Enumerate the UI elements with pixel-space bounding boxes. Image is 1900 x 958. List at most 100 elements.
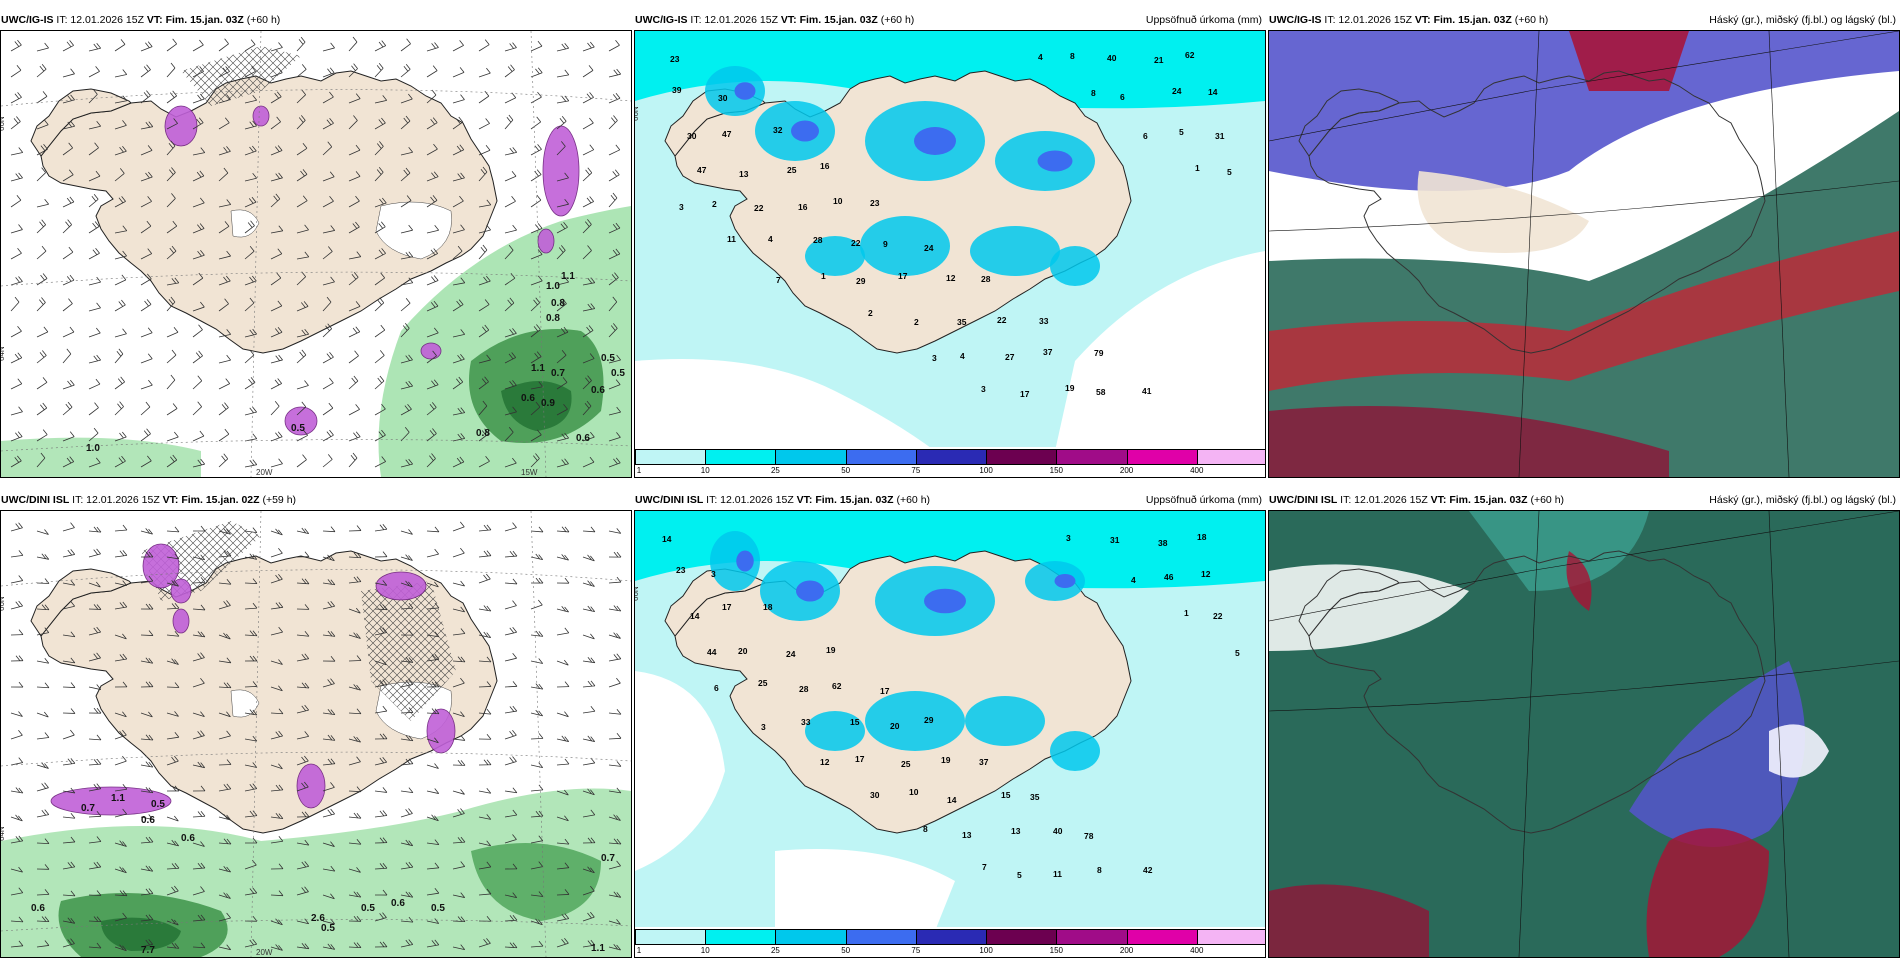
contour-label: 0.8: [546, 313, 560, 324]
colorbar-tick: 25: [771, 466, 780, 475]
contour-label: 0.7: [81, 803, 95, 814]
precip-value: 24: [924, 243, 934, 253]
precip-value: 29: [856, 276, 866, 286]
precip-value: 5: [1227, 167, 1232, 177]
precip-value: 40: [1107, 53, 1117, 63]
colorbar-tick: 100: [979, 946, 992, 955]
svg-text:64N: 64N: [1, 826, 6, 841]
precip-value: 1: [1184, 608, 1189, 618]
colorbar-tick: 75: [911, 466, 920, 475]
precip-value: 35: [957, 317, 967, 327]
precip-value: 23: [670, 54, 680, 64]
svg-text:20W: 20W: [256, 948, 273, 957]
panel-ig-clouds: UWC/IG-IS IT: 12.01.2026 15Z VT: Fim. 15…: [1268, 10, 1900, 478]
precip-value: 17: [880, 686, 890, 696]
init-time: IT: 12.01.2026 15Z: [1340, 494, 1428, 506]
precip-value: 15: [1001, 790, 1011, 800]
precip-value: 22: [1213, 611, 1223, 621]
precip-value: 20: [738, 646, 748, 656]
colorbar-tick: 50: [841, 946, 850, 955]
contour-label: 0.9: [541, 398, 555, 409]
precip-value: 18: [1197, 532, 1207, 542]
precip-value: 28: [981, 274, 991, 284]
contour-label: 0.8: [476, 428, 490, 439]
init-time: IT: 12.01.2026 15Z: [706, 494, 794, 506]
panel-ig-wind-precip: UWC/IG-IS IT: 12.01.2026 15Z VT: Fim. 15…: [0, 10, 632, 478]
contour-label: 7.7: [141, 945, 155, 956]
precip-value: 32: [773, 125, 783, 135]
precip-value: 22: [997, 315, 1007, 325]
precip-value: 14: [662, 534, 672, 544]
lead-time: (+60 h): [247, 14, 281, 26]
svg-text:15W: 15W: [521, 468, 538, 477]
precip-value: 31: [1215, 131, 1225, 141]
model-name: UWC/IG-IS: [1269, 14, 1322, 26]
precip-value: 6: [714, 683, 719, 693]
init-time: IT: 12.01.2026 15Z: [690, 14, 778, 26]
precip-value: 13: [962, 830, 972, 840]
colorbar-frame: [635, 449, 1266, 465]
precip-value: 28: [813, 235, 823, 245]
precip-value: 42: [1143, 865, 1153, 875]
model-name: UWC/DINI ISL: [1269, 494, 1337, 506]
precip-value: 35: [1030, 792, 1040, 802]
precip-value: 78: [1084, 831, 1094, 841]
contour-label: 0.5: [601, 353, 615, 364]
svg-text:66N: 66N: [635, 106, 640, 121]
precip-value: 13: [1011, 826, 1021, 836]
colorbar-tick: 400: [1190, 466, 1203, 475]
precip-value: 22: [754, 203, 764, 213]
precip-value: 8: [1070, 51, 1075, 61]
svg-text:20W: 20W: [256, 468, 273, 477]
colorbar-tick: 150: [1050, 466, 1063, 475]
panel-ig-accum-precip: UWC/IG-IS IT: 12.01.2026 15Z VT: Fim. 15…: [634, 10, 1266, 478]
precip-value: 14: [690, 611, 700, 621]
precip-value: 12: [820, 757, 830, 767]
contour-label: 0.6: [141, 815, 155, 826]
colorbar-tick: 200: [1120, 466, 1133, 475]
lead-time: (+60 h): [896, 494, 930, 506]
precip-value: 37: [979, 757, 989, 767]
svg-text:66N: 66N: [1, 596, 6, 611]
model-name: UWC/DINI ISL: [1, 494, 69, 506]
precip-value: 8: [923, 824, 928, 834]
precip-value: 29: [924, 715, 934, 725]
colorbar-tick: 75: [911, 946, 920, 955]
precip-value: 8: [1097, 865, 1102, 875]
model-name: UWC/DINI ISL: [635, 494, 703, 506]
precip-value: 2: [868, 308, 873, 318]
panel-header: UWC/DINI ISL IT: 12.01.2026 15Z VT: Fim.…: [0, 490, 632, 510]
contour-label: 0.7: [601, 853, 615, 864]
map-clouds: [1268, 30, 1900, 478]
precip-value: 2: [712, 199, 717, 209]
panel-header: UWC/IG-IS IT: 12.01.2026 15Z VT: Fim. 15…: [1268, 10, 1900, 30]
panel-header: UWC/IG-IS IT: 12.01.2026 15Z VT: Fim. 15…: [634, 10, 1266, 30]
field-title: Háský (gr.), miðský (fj.bl.) og lágský (…: [1709, 10, 1896, 30]
precip-value: 3: [761, 722, 766, 732]
precip-value: 5: [1017, 870, 1022, 880]
precip-value: 30: [870, 790, 880, 800]
map-clouds: [1268, 510, 1900, 958]
precip-value: 11: [1053, 869, 1062, 879]
valid-time: VT: Fim. 15.jan. 03Z: [147, 14, 244, 26]
valid-time: VT: Fim. 15.jan. 02Z: [163, 494, 260, 506]
panel-header: UWC/DINI ISL IT: 12.01.2026 15Z VT: Fim.…: [634, 490, 1266, 510]
contour-label: 1.0: [86, 443, 100, 454]
lead-time: (+60 h): [881, 14, 915, 26]
contour-label: 1.0: [546, 281, 560, 292]
precip-value: 3: [711, 569, 716, 579]
lead-time: (+60 h): [1515, 14, 1549, 26]
colorbar-tick: 100: [979, 466, 992, 475]
contour-label: 2.6: [311, 913, 325, 924]
contour-label: 1.1: [531, 363, 545, 374]
contour-label: 1.1: [111, 793, 125, 804]
init-time: IT: 12.01.2026 15Z: [1324, 14, 1412, 26]
init-time: IT: 12.01.2026 15Z: [72, 494, 160, 506]
precip-value: 39: [672, 85, 682, 95]
precip-value: 25: [787, 165, 797, 175]
precip-value: 19: [1065, 383, 1075, 393]
precip-value: 1: [1195, 163, 1200, 173]
